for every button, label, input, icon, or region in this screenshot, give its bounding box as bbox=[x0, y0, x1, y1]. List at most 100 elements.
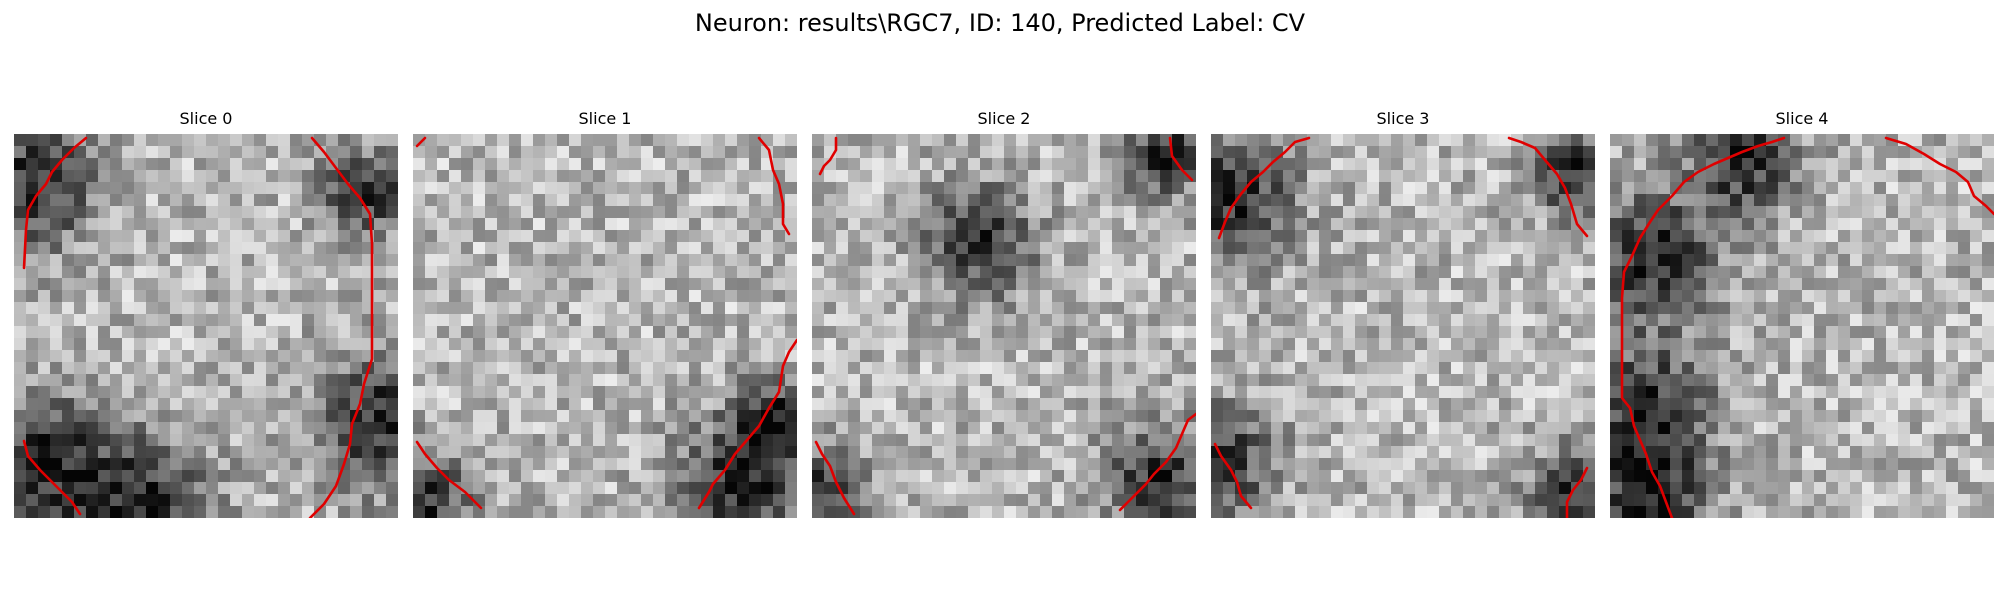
pixel bbox=[1790, 230, 1803, 243]
pixel bbox=[1610, 254, 1623, 267]
pixel bbox=[1970, 290, 1983, 303]
pixel bbox=[812, 134, 825, 147]
pixel bbox=[641, 206, 654, 219]
pixel bbox=[1391, 242, 1404, 255]
pixel bbox=[1283, 506, 1296, 518]
pixel bbox=[134, 242, 147, 255]
pixel bbox=[266, 494, 279, 507]
pixel bbox=[653, 266, 666, 279]
pixel bbox=[1742, 302, 1755, 315]
pixel bbox=[1946, 182, 1959, 195]
pixel bbox=[725, 242, 738, 255]
pixel bbox=[1487, 206, 1500, 219]
pixel bbox=[1535, 170, 1548, 183]
pixel bbox=[1283, 350, 1296, 363]
pixel bbox=[1658, 386, 1671, 399]
pixel bbox=[1415, 242, 1428, 255]
pixel bbox=[569, 254, 582, 267]
pixel bbox=[932, 170, 945, 183]
pixel bbox=[74, 494, 87, 507]
pixel bbox=[38, 206, 51, 219]
pixel bbox=[824, 374, 837, 387]
pixel bbox=[1778, 338, 1791, 351]
pixel bbox=[1559, 146, 1572, 159]
pixel bbox=[533, 182, 546, 195]
pixel bbox=[302, 290, 315, 303]
pixel bbox=[461, 446, 474, 459]
pixel bbox=[1499, 194, 1512, 207]
pixel bbox=[170, 290, 183, 303]
pixel bbox=[1184, 374, 1196, 387]
pixel bbox=[14, 458, 27, 471]
pixel bbox=[689, 182, 702, 195]
pixel bbox=[1040, 302, 1053, 315]
pixel bbox=[314, 290, 327, 303]
pixel bbox=[461, 266, 474, 279]
pixel bbox=[1235, 266, 1248, 279]
pixel bbox=[206, 206, 219, 219]
pixel bbox=[413, 482, 426, 495]
pixel bbox=[194, 314, 207, 327]
pixel bbox=[1211, 194, 1224, 207]
pixel bbox=[1850, 278, 1863, 291]
pixel bbox=[158, 410, 171, 423]
pixel bbox=[1184, 134, 1196, 147]
pixel bbox=[1838, 194, 1851, 207]
pixel bbox=[1910, 302, 1923, 315]
pixel bbox=[653, 338, 666, 351]
pixel bbox=[134, 254, 147, 267]
pixel bbox=[1790, 338, 1803, 351]
pixel bbox=[1730, 302, 1743, 315]
pixel bbox=[725, 494, 738, 507]
pixel bbox=[182, 338, 195, 351]
pixel bbox=[386, 194, 398, 207]
pixel bbox=[1451, 302, 1464, 315]
pixel bbox=[449, 506, 462, 518]
pixel bbox=[1160, 278, 1173, 291]
pixel bbox=[677, 338, 690, 351]
pixel bbox=[1211, 206, 1224, 219]
pixel bbox=[1682, 182, 1695, 195]
pixel bbox=[1379, 398, 1392, 411]
slice-image bbox=[1610, 134, 1994, 518]
pixel bbox=[1391, 326, 1404, 339]
pixel bbox=[1487, 506, 1500, 518]
pixel bbox=[824, 254, 837, 267]
pixel bbox=[86, 302, 99, 315]
pixel bbox=[1694, 422, 1707, 435]
pixel bbox=[1160, 146, 1173, 159]
pixel bbox=[242, 506, 255, 518]
pixel bbox=[980, 362, 993, 375]
pixel bbox=[122, 374, 135, 387]
pixel bbox=[290, 338, 303, 351]
pixel bbox=[1247, 146, 1260, 159]
pixel bbox=[278, 278, 291, 291]
pixel bbox=[62, 446, 75, 459]
pixel bbox=[1076, 170, 1089, 183]
pixel bbox=[713, 446, 726, 459]
pixel bbox=[713, 506, 726, 518]
pixel bbox=[170, 302, 183, 315]
pixel bbox=[473, 134, 486, 147]
pixel bbox=[158, 146, 171, 159]
pixel bbox=[1391, 458, 1404, 471]
pixel bbox=[665, 398, 678, 411]
pixel bbox=[1391, 482, 1404, 495]
pixel bbox=[1958, 302, 1971, 315]
pixel bbox=[1319, 410, 1332, 423]
pixel bbox=[641, 146, 654, 159]
pixel bbox=[1040, 470, 1053, 483]
pixel bbox=[1004, 242, 1017, 255]
pixel bbox=[836, 350, 849, 363]
pixel bbox=[884, 494, 897, 507]
pixel bbox=[1367, 146, 1380, 159]
pixel bbox=[1343, 314, 1356, 327]
pixel bbox=[1439, 242, 1452, 255]
pixel bbox=[956, 446, 969, 459]
pixel bbox=[1934, 254, 1947, 267]
pixel bbox=[1052, 170, 1065, 183]
pixel bbox=[677, 242, 690, 255]
pixel bbox=[254, 482, 267, 495]
pixel bbox=[521, 158, 534, 171]
pixel bbox=[1754, 422, 1767, 435]
